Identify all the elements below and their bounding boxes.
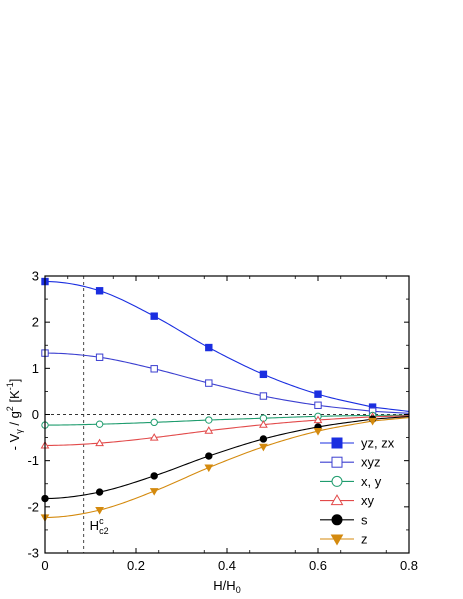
data-point-circle-open xyxy=(95,420,104,428)
data-point-triangle-up-open xyxy=(149,433,159,441)
data-point-circle-open xyxy=(150,418,158,427)
data-point-square-open xyxy=(259,392,268,400)
data-point-square-filled xyxy=(314,390,322,398)
y-axis-title-unit-open: [K xyxy=(7,390,22,406)
legend-label: s xyxy=(361,512,368,527)
data-point-triangle-up-open xyxy=(204,426,214,434)
y-axis-title-unit-close: ] xyxy=(7,379,22,383)
x-tick-label: 0 xyxy=(41,558,48,573)
y-tick-label: 2 xyxy=(32,315,39,330)
data-point-triangle-up-open xyxy=(259,420,268,428)
hc2-annotation-sup: c xyxy=(99,516,104,526)
data-point-circle-open xyxy=(205,416,213,424)
data-point-circle-filled xyxy=(205,452,213,460)
data-point-triangle-down-filled xyxy=(204,464,214,473)
x-axis-title-sub: 0 xyxy=(236,585,241,595)
data-point-square-open xyxy=(314,401,322,409)
reference-lines xyxy=(45,276,409,553)
data-point-square-filled xyxy=(95,287,104,295)
legend: yz, zx xyz x, y xy sz xyxy=(320,436,395,547)
series-curves xyxy=(44,280,410,518)
data-point-circle-filled xyxy=(95,488,104,496)
x-tick-label: 0.6 xyxy=(309,558,327,573)
hc2-annotation-sub: c2 xyxy=(99,526,109,536)
legend-entry: xy xyxy=(320,493,375,508)
data-point-triangle-down-filled xyxy=(95,507,104,515)
data-point-triangle-up-open xyxy=(95,438,104,447)
legend-marker xyxy=(331,514,343,526)
y-axis-title-unit-sup: -1 xyxy=(5,382,15,390)
legend-label: yz, zx xyxy=(361,436,395,451)
y-axis-title-sup: 2 xyxy=(5,406,15,411)
y-axis-title-sub: γ xyxy=(14,429,24,434)
series-line-triangle-up-open xyxy=(45,415,410,446)
data-point-triangle-down-filled xyxy=(259,443,268,452)
x-tick-label: 0.2 xyxy=(127,558,145,573)
series-line-circle-filled xyxy=(44,415,410,500)
y-tick-label: 0 xyxy=(32,407,39,422)
data-point-circle-filled xyxy=(150,472,158,480)
hc2-annotation: Hc c2 xyxy=(90,516,109,536)
series-line-square-open xyxy=(44,352,410,414)
hc2-annotation-base: H xyxy=(90,518,99,533)
series-markers xyxy=(40,277,377,522)
y-tick-label: -3 xyxy=(27,546,39,561)
y-tick-label: 3 xyxy=(32,269,39,284)
data-point-triangle-down-filled xyxy=(149,488,159,496)
y-axis-title: - Vγ / g2 [K-1] xyxy=(5,379,24,451)
x-axis-title: H/H0 xyxy=(213,578,240,595)
legend-marker xyxy=(330,494,344,506)
data-point-triangle-down-filled xyxy=(368,417,377,426)
tick-labels: 0 0.2 0.4 0.6 0.8 -3 -2 -1 0 1 2 3 xyxy=(27,269,418,574)
data-point-square-open xyxy=(95,353,104,361)
y-tick-label: -1 xyxy=(27,453,39,468)
legend-label: z xyxy=(361,532,368,547)
legend-label: xyz xyxy=(361,455,381,470)
legend-marker xyxy=(330,534,344,546)
legend-marker xyxy=(331,456,343,468)
series-line-square-filled xyxy=(44,280,410,412)
legend-entry: s xyxy=(320,512,368,527)
data-point-square-filled xyxy=(259,370,268,379)
y-axis-title-mid: / g xyxy=(7,411,22,429)
x-tick-label: 0.8 xyxy=(400,558,418,573)
legend-marker xyxy=(331,475,343,487)
legend-label: xy xyxy=(361,493,375,508)
series-line-triangle-down-filled xyxy=(44,417,410,518)
data-point-triangle-up-open xyxy=(313,415,323,424)
data-point-triangle-down-filled xyxy=(313,428,323,436)
data-point-circle-filled xyxy=(259,435,268,443)
legend-entry: yz, zx xyxy=(320,436,395,451)
legend-entry: z xyxy=(320,532,368,547)
series-line-circle-open xyxy=(45,414,410,426)
y-tick-label: -2 xyxy=(27,499,39,514)
x-tick-label: 0.4 xyxy=(218,558,236,573)
data-point-square-open xyxy=(205,379,213,387)
data-point-square-filled xyxy=(150,312,158,320)
data-point-square-filled xyxy=(205,343,213,352)
legend-entry: x, y xyxy=(320,474,382,489)
y-tick-label: 1 xyxy=(32,361,39,376)
data-point-square-open xyxy=(150,365,158,373)
legend-marker xyxy=(331,437,343,449)
x-axis-title-base: H/H xyxy=(213,578,235,593)
axis-ticks xyxy=(44,275,410,554)
y-axis-title-prefix: - V xyxy=(7,433,22,450)
legend-entry: xyz xyxy=(320,455,381,470)
legend-label: x, y xyxy=(361,474,382,489)
